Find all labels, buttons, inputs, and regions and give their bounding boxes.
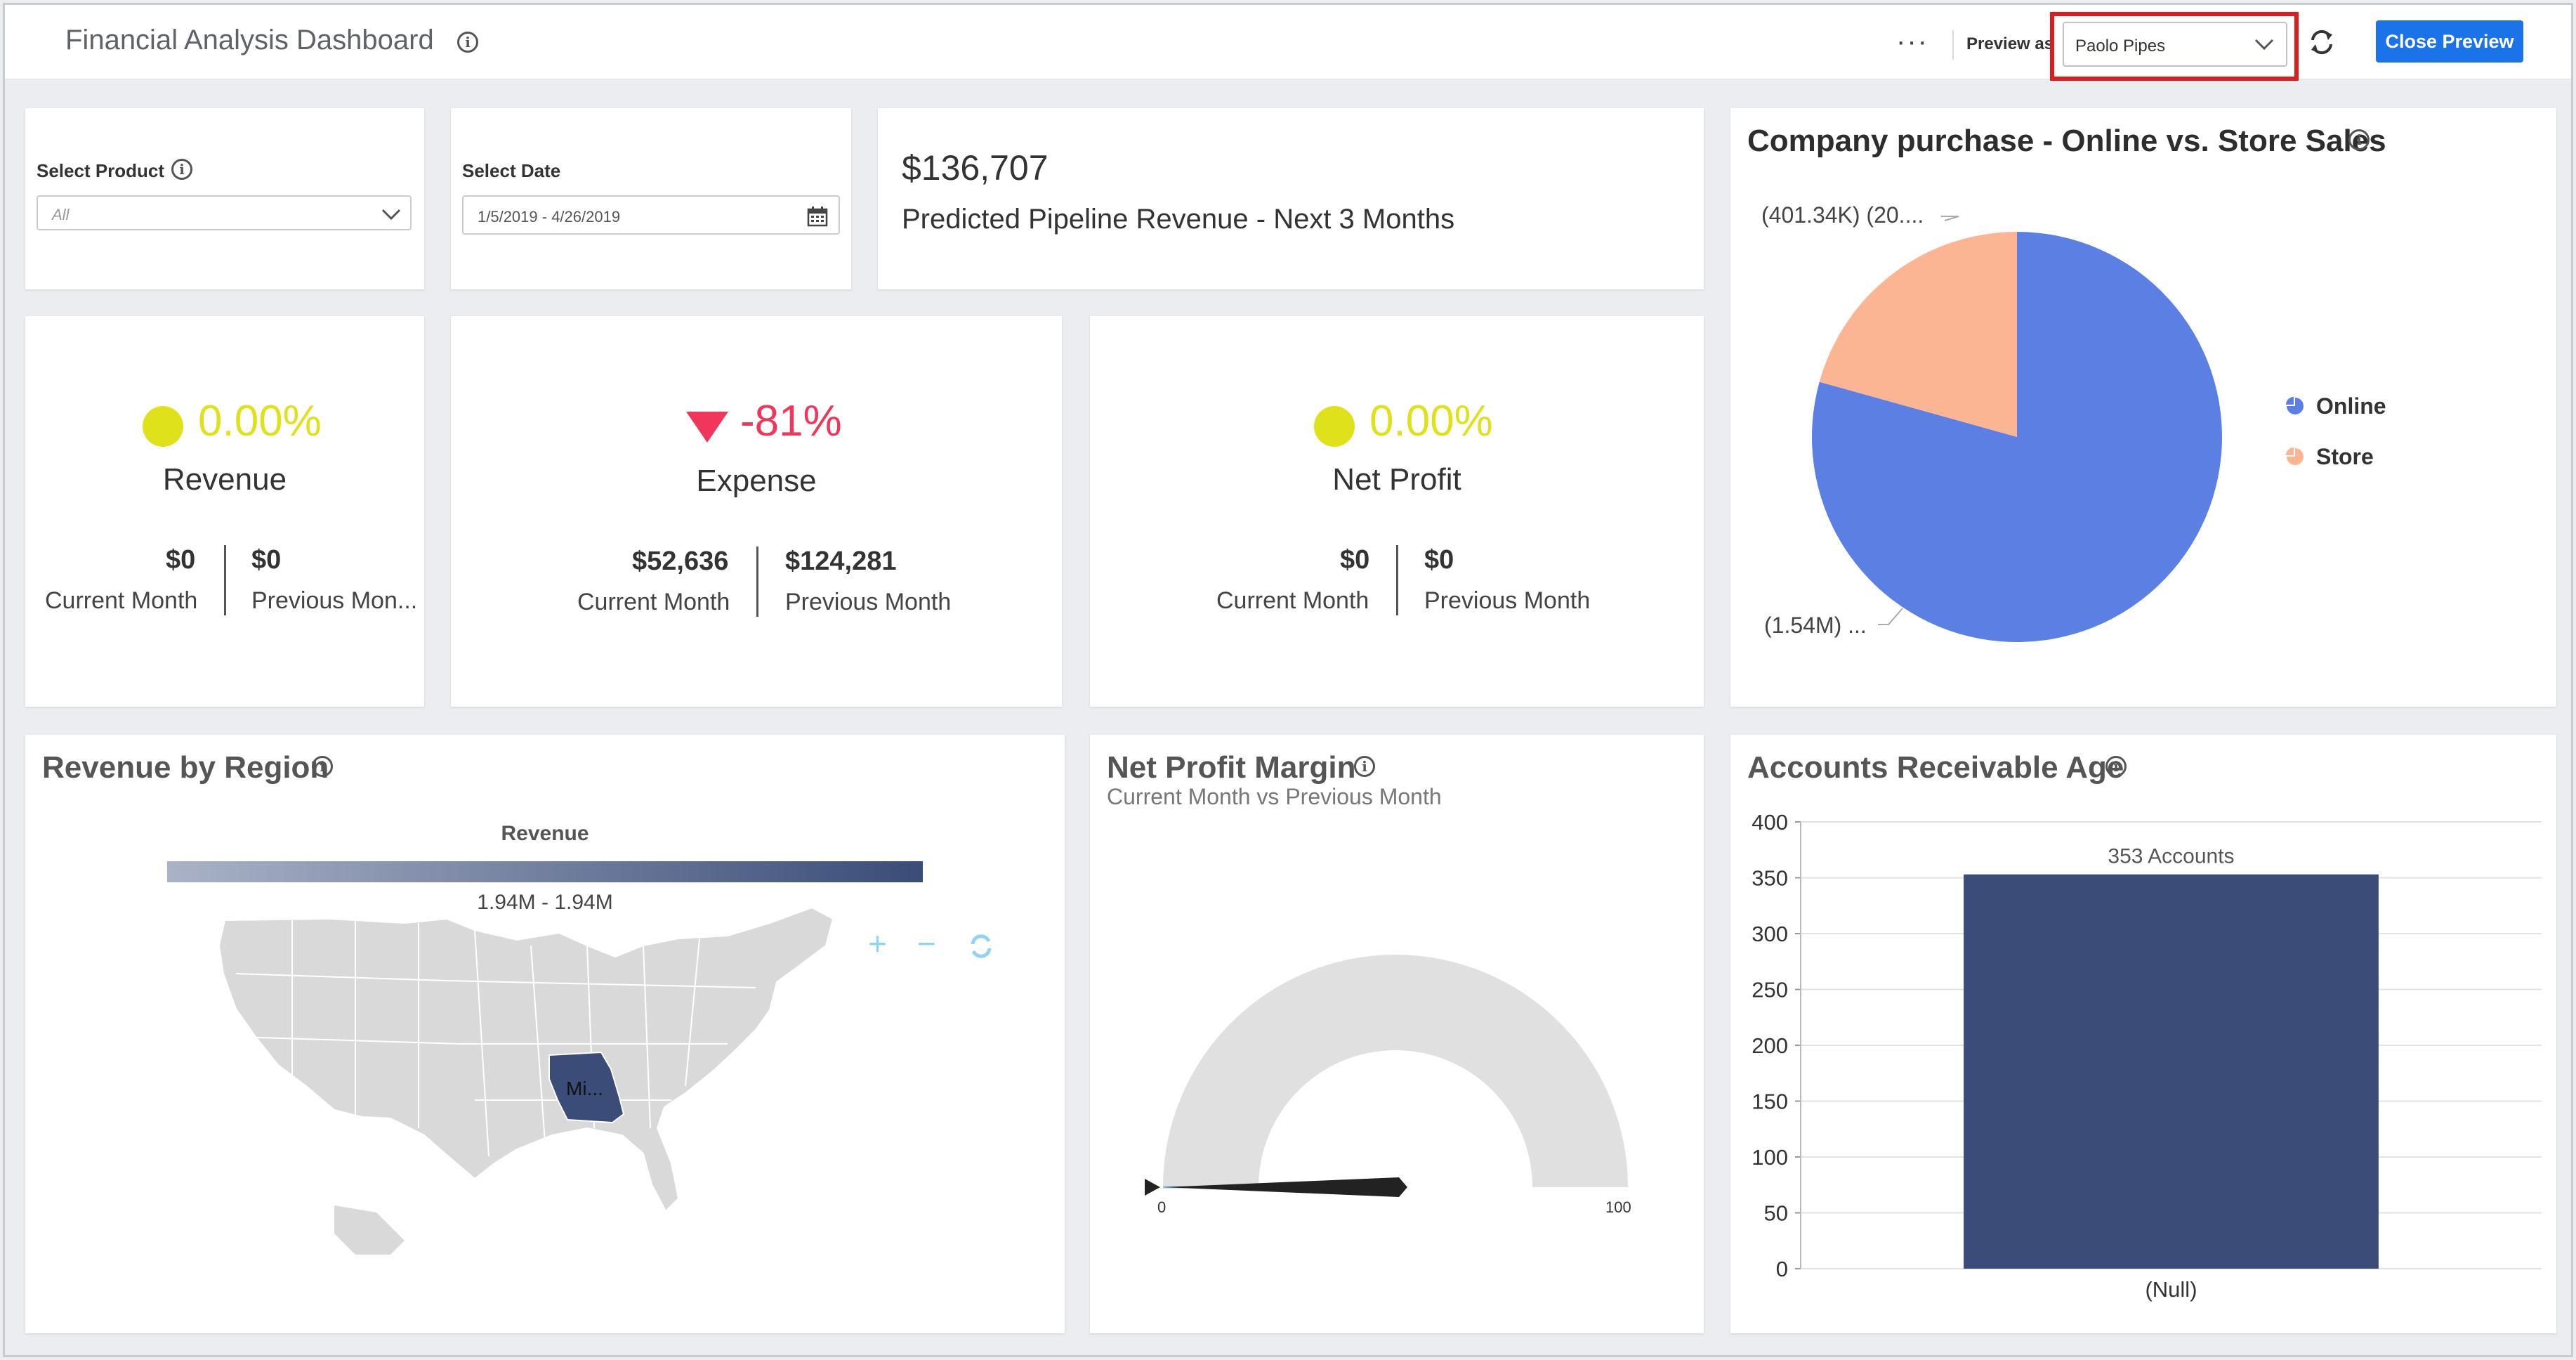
status-circle-icon [143, 406, 183, 447]
margin-subtitle: Current Month vs Previous Month [1107, 784, 1442, 809]
down-triangle-icon [686, 412, 728, 443]
kpi-divider [224, 545, 226, 615]
revenue-previous-value: $0 [251, 545, 282, 575]
revenue-current-value: $0 [166, 545, 196, 575]
refresh-icon[interactable] [2308, 27, 2335, 57]
ar-title: Accounts Receivable Age [1747, 750, 2124, 785]
info-icon[interactable]: i [312, 756, 333, 777]
kpi-divider [1396, 545, 1398, 615]
expense-previous-caption: Previous Month [785, 589, 952, 615]
revenue-current-caption: Current Month [45, 587, 198, 614]
margin-title: Net Profit Margin [1107, 750, 1356, 785]
info-icon[interactable]: i [2105, 756, 2127, 777]
us-map [218, 906, 834, 1255]
ar-bar-chart: 0 50 100 150 200 250 300 350 400 353 Accounts (Nul… [1752, 810, 2542, 1302]
gauge-min-label: 0 [1157, 1198, 1167, 1216]
net-profit-name: Net Profit [1332, 462, 1461, 497]
gauge-chart [1145, 955, 1628, 1197]
pie-chart [1812, 216, 2222, 642]
net-profit-margin-card: Net Profit Margin i Current Month vs Pre… [1090, 735, 1704, 1333]
kpi-divider [756, 547, 758, 617]
gauge-max-label: 100 [1605, 1198, 1631, 1216]
y-tick-label: 0 [1776, 1257, 1788, 1281]
close-preview-button[interactable]: Close Preview [2376, 20, 2523, 63]
expense-kpi-card: -81% Expense $52,636 Current Month $124,… [451, 316, 1062, 707]
info-icon[interactable]: i [171, 159, 192, 180]
preview-user-value: Paolo Pipes [2075, 37, 2166, 55]
pie-label-online: (1.54M) ... [1764, 613, 1867, 638]
region-legend-range: 1.94M - 1.94M [477, 891, 613, 914]
product-select[interactable]: All [37, 195, 412, 230]
product-filter-label: Select Product [37, 160, 165, 181]
date-range-input[interactable]: 1/5/2019 - 4/26/2019 [462, 195, 840, 235]
sales-pie-card: Company purchase - Online vs. Store Sale… [1730, 108, 2556, 707]
y-tick-label: 350 [1752, 866, 1788, 891]
pie-label-store: (401.34K) (20.... [1761, 202, 1924, 228]
date-range-value: 1/5/2019 - 4/26/2019 [478, 208, 621, 225]
y-tick-label: 200 [1752, 1033, 1788, 1058]
pipeline-value: $136,707 [902, 148, 1049, 188]
calendar-icon[interactable] [806, 205, 829, 228]
y-tick-label: 300 [1752, 922, 1788, 946]
net-profit-current-caption: Current Month [1216, 587, 1369, 614]
net-profit-change: 0.00% [1369, 397, 1493, 445]
net-profit-kpi-card: 0.00% Net Profit $0 Current Month $0 Pre… [1090, 316, 1704, 707]
info-icon[interactable]: i [2348, 129, 2370, 150]
y-tick-label: 150 [1752, 1090, 1788, 1114]
highlight-box [2050, 12, 2299, 81]
pie-title: Company purchase - Online vs. Store Sale… [1747, 124, 2386, 158]
dashboard-title: Financial Analysis Dashboard [65, 25, 434, 55]
net-profit-previous-value: $0 [1424, 545, 1454, 575]
ar-age-card: Accounts Receivable Age i 0 50 100 150 200 25… [1730, 735, 2556, 1333]
expense-previous-value: $124,281 [785, 547, 897, 576]
more-options-button[interactable]: ··· [1896, 26, 1928, 57]
status-circle-icon [1314, 406, 1355, 447]
revenue-name: Revenue [162, 462, 287, 497]
bar[interactable] [1964, 874, 2379, 1269]
zoom-out-button[interactable]: − [917, 925, 936, 962]
info-icon[interactable]: i [457, 32, 478, 53]
pie-legend-icon [2286, 397, 2304, 414]
x-tick-label: (Null) [2145, 1277, 2197, 1302]
legend-label-online: Online [2316, 393, 2386, 419]
product-filter-card: Select Product i All [25, 108, 424, 289]
y-tick-label: 400 [1752, 810, 1788, 835]
date-filter-card: Select Date 1/5/2019 - 4/26/2019 [451, 108, 851, 289]
y-tick-label: 50 [1764, 1201, 1788, 1226]
revenue-previous-caption: Previous Mon... [251, 587, 418, 614]
region-title: Revenue by Region [42, 750, 329, 785]
region-color-scale [167, 861, 923, 882]
preview-as-label: Preview as [1966, 34, 2054, 53]
expense-name: Expense [696, 464, 817, 498]
region-legend-title: Revenue [501, 822, 589, 845]
info-icon[interactable]: i [1354, 756, 1375, 777]
pipeline-card: $136,707 Predicted Pipeline Revenue - Ne… [878, 108, 1704, 289]
date-filter-label: Select Date [462, 160, 561, 181]
y-tick-label: 100 [1752, 1145, 1788, 1170]
preview-user-select[interactable]: Paolo Pipes [2063, 22, 2287, 67]
expense-change: -81% [740, 397, 842, 445]
legend-label-store: Store [2316, 444, 2374, 469]
zoom-in-button[interactable]: + [868, 925, 887, 962]
toolbar-divider [1952, 30, 1954, 60]
revenue-region-card: Revenue by Region i Revenue 1.94M - 1.94… [25, 735, 1065, 1333]
product-select-value: All [52, 206, 70, 223]
top-bar: Financial Analysis Dashboard i ··· Previ… [5, 5, 2571, 81]
expense-current-caption: Current Month [577, 589, 730, 615]
reset-view-icon[interactable] [968, 933, 994, 960]
net-profit-previous-caption: Previous Month [1424, 587, 1591, 614]
pipeline-label: Predicted Pipeline Revenue - Next 3 Mont… [902, 204, 1455, 235]
map-region-label: Mi... [566, 1078, 603, 1099]
revenue-change: 0.00% [198, 397, 322, 445]
chevron-down-icon [381, 209, 401, 221]
pie-slice-store[interactable] [1819, 232, 2017, 437]
net-profit-current-value: $0 [1340, 545, 1370, 575]
pie-legend-icon [2286, 447, 2304, 465]
expense-current-value: $52,636 [632, 547, 729, 576]
revenue-kpi-card: 0.00% Revenue $0 Current Month $0 Previo… [25, 316, 424, 707]
chevron-down-icon [2254, 39, 2274, 51]
y-tick-label: 250 [1752, 978, 1788, 1002]
bar-data-label: 353 Accounts [2108, 845, 2234, 868]
